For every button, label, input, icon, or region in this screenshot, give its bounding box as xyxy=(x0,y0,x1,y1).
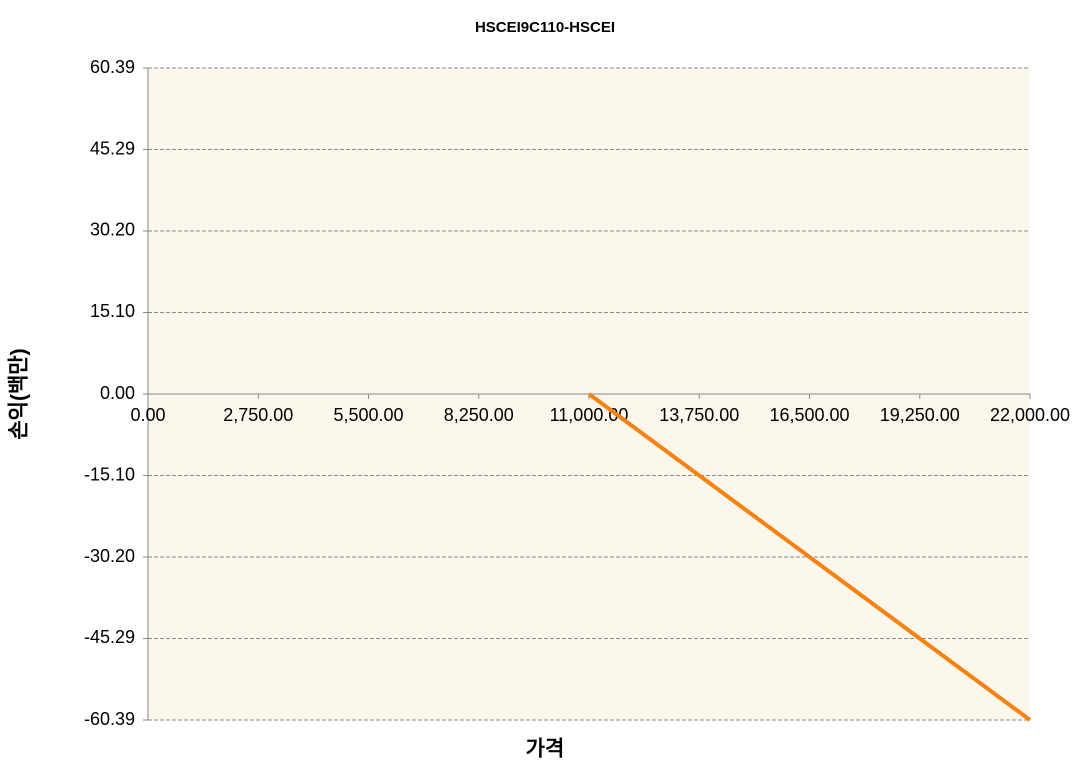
x-axis-title: 가격 xyxy=(526,738,565,761)
y-tick-label: 30.20 xyxy=(90,220,135,240)
chart-title: HSCEI9C110-HSCEI xyxy=(475,19,615,36)
x-tick-label: 2,750.00 xyxy=(223,405,293,425)
y-tick-label: -30.20 xyxy=(84,546,135,566)
y-tick-label: 15.10 xyxy=(90,301,135,321)
x-tick-label: 13,750.00 xyxy=(659,405,739,425)
x-tick-label: 16,500.00 xyxy=(769,405,849,425)
y-tick-label: 45.29 xyxy=(90,138,135,158)
y-tick-label: 0.00 xyxy=(100,383,135,403)
x-tick-label: 19,250.00 xyxy=(880,405,960,425)
x-tick-label: 22,000.00 xyxy=(990,405,1070,425)
x-tick-label: 0.00 xyxy=(130,405,165,425)
y-axis-title: 손익(백만) xyxy=(8,348,31,439)
x-tick-label: 5,500.00 xyxy=(333,405,403,425)
y-tick-label: 60.39 xyxy=(90,57,135,77)
line xyxy=(587,392,1032,722)
y-tick-label: -45.29 xyxy=(84,627,135,647)
y-tick-label: -60.39 xyxy=(84,709,135,729)
x-tick-label: 8,250.00 xyxy=(444,405,514,425)
y-tick-label: -15.10 xyxy=(84,464,135,484)
